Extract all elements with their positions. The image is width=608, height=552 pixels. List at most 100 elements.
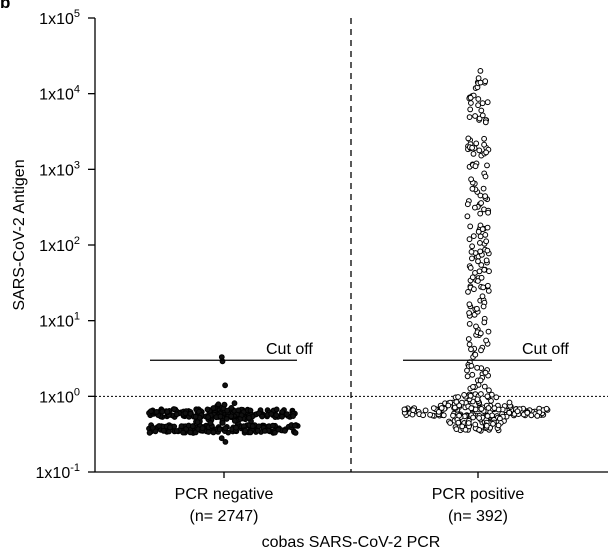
data-point bbox=[475, 96, 482, 102]
data-point bbox=[231, 418, 238, 424]
data-point bbox=[468, 363, 475, 369]
data-point bbox=[246, 415, 252, 421]
data-point bbox=[467, 94, 474, 101]
data-point bbox=[466, 114, 473, 120]
pcr-positive-points bbox=[401, 68, 551, 434]
data-point bbox=[148, 408, 154, 415]
data-point bbox=[466, 341, 473, 348]
data-point bbox=[479, 112, 486, 119]
data-point bbox=[284, 411, 290, 418]
data-point bbox=[450, 412, 456, 419]
data-point bbox=[477, 240, 483, 246]
data-point bbox=[279, 409, 286, 415]
data-point bbox=[472, 421, 479, 428]
y-tick-label: 1x102 bbox=[39, 235, 80, 255]
data-point bbox=[477, 192, 484, 199]
data-point bbox=[290, 413, 297, 420]
panel-label: b bbox=[0, 0, 10, 12]
data-point bbox=[495, 422, 502, 429]
data-point bbox=[484, 413, 491, 419]
data-point bbox=[464, 373, 471, 380]
data-point bbox=[475, 102, 482, 109]
data-point bbox=[483, 422, 490, 429]
data-point bbox=[247, 429, 254, 436]
x-tick-n-negative: (n= 2747) bbox=[190, 508, 259, 525]
data-point bbox=[221, 401, 228, 408]
data-point bbox=[477, 233, 484, 240]
data-point bbox=[210, 405, 217, 411]
data-point bbox=[478, 262, 485, 268]
data-point bbox=[476, 427, 483, 433]
data-point bbox=[484, 393, 491, 400]
data-point bbox=[482, 173, 489, 180]
data-point bbox=[292, 422, 298, 429]
data-point bbox=[167, 424, 173, 431]
data-point bbox=[476, 415, 483, 421]
pcr-negative-points bbox=[146, 354, 301, 445]
data-point bbox=[468, 405, 475, 412]
data-point bbox=[233, 424, 239, 431]
data-point bbox=[216, 426, 223, 433]
data-point bbox=[242, 427, 249, 434]
data-point bbox=[484, 247, 491, 254]
data-point bbox=[475, 228, 482, 235]
data-point bbox=[470, 384, 476, 390]
data-point bbox=[485, 282, 491, 289]
data-point bbox=[182, 410, 189, 417]
data-point bbox=[466, 301, 473, 308]
data-point bbox=[485, 405, 492, 411]
data-point bbox=[282, 427, 288, 434]
data-point bbox=[469, 144, 476, 151]
data-point bbox=[189, 423, 196, 430]
data-point bbox=[159, 408, 166, 415]
data-point bbox=[478, 274, 485, 281]
data-point bbox=[481, 135, 488, 142]
data-point bbox=[478, 406, 485, 412]
data-point bbox=[171, 406, 178, 413]
data-point bbox=[528, 412, 535, 419]
data-point bbox=[464, 213, 471, 220]
data-point bbox=[470, 151, 477, 157]
data-point bbox=[481, 319, 488, 326]
data-point bbox=[462, 426, 469, 433]
data-point bbox=[164, 408, 171, 415]
data-point bbox=[480, 284, 487, 291]
data-point bbox=[466, 236, 473, 243]
data-point bbox=[469, 243, 476, 250]
data-point bbox=[485, 328, 492, 335]
data-point bbox=[422, 407, 429, 414]
y-tick-label: 1x10-1 bbox=[36, 462, 80, 482]
data-point bbox=[218, 435, 225, 442]
data-point bbox=[477, 210, 484, 217]
data-point bbox=[430, 405, 437, 412]
data-point bbox=[468, 346, 474, 353]
data-point bbox=[514, 408, 521, 415]
data-point bbox=[222, 382, 229, 389]
data-point bbox=[483, 257, 490, 264]
data-point bbox=[482, 369, 489, 376]
data-point bbox=[482, 78, 489, 85]
data-point bbox=[465, 135, 472, 142]
y-ticks: 1x10-1 1x100 1x101 1x102 1x103 1x104 1x105 bbox=[36, 8, 95, 482]
cutoff-label-positive: Cut off bbox=[522, 341, 569, 358]
data-point bbox=[438, 405, 445, 411]
data-point bbox=[228, 413, 235, 420]
data-point bbox=[273, 406, 280, 413]
data-point bbox=[481, 383, 488, 390]
data-point bbox=[477, 68, 484, 74]
data-point bbox=[475, 258, 481, 265]
data-point bbox=[483, 337, 490, 344]
data-point bbox=[192, 413, 199, 420]
data-point bbox=[149, 424, 156, 431]
data-point bbox=[435, 409, 442, 415]
data-point bbox=[482, 119, 489, 126]
data-point bbox=[467, 106, 474, 113]
data-point bbox=[222, 425, 229, 432]
data-point bbox=[273, 412, 280, 419]
data-point bbox=[156, 423, 162, 429]
data-point bbox=[478, 200, 485, 206]
data-point bbox=[275, 426, 282, 433]
data-point bbox=[465, 420, 472, 426]
data-point bbox=[479, 226, 486, 233]
data-point bbox=[222, 439, 229, 445]
